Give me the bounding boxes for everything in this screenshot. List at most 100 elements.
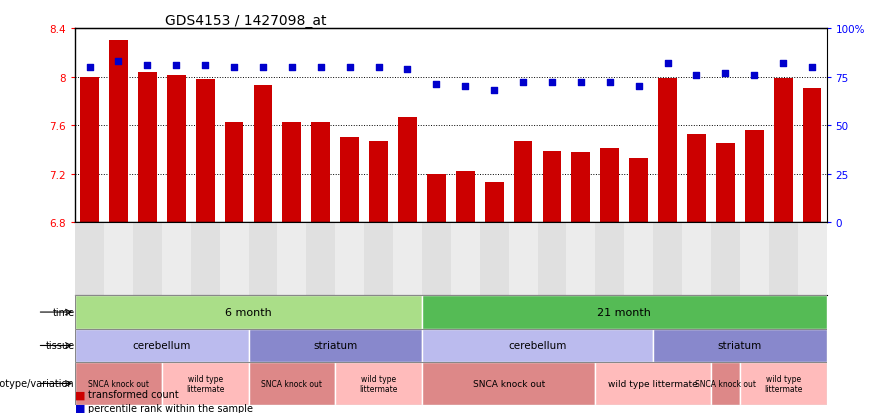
- Bar: [283, 122, 301, 223]
- Bar: [422, 362, 595, 405]
- Bar: [75, 329, 248, 362]
- Bar: [133, 223, 162, 296]
- Bar: [311, 122, 331, 223]
- Bar: [687, 134, 706, 223]
- Bar: [595, 362, 711, 405]
- Bar: [335, 362, 422, 405]
- Point: [141, 62, 155, 69]
- Point: [343, 64, 357, 71]
- Point: [690, 72, 704, 79]
- Bar: [659, 78, 677, 223]
- Bar: [75, 223, 104, 296]
- Bar: [451, 223, 480, 296]
- Bar: [75, 296, 422, 329]
- Point: [82, 64, 96, 71]
- Bar: [195, 80, 215, 223]
- Bar: [571, 152, 591, 223]
- Text: time: time: [52, 307, 74, 317]
- Bar: [797, 223, 827, 296]
- Point: [371, 64, 385, 71]
- Text: ■: ■: [75, 389, 86, 399]
- Point: [545, 80, 559, 87]
- Bar: [484, 183, 504, 223]
- Text: wild type littermate: wild type littermate: [608, 379, 698, 388]
- Bar: [595, 223, 624, 296]
- Bar: [109, 41, 128, 223]
- Bar: [803, 88, 821, 223]
- Text: SNCA knock out: SNCA knock out: [695, 379, 756, 388]
- Text: tissue: tissue: [45, 341, 74, 351]
- Text: 6 month: 6 month: [225, 307, 272, 317]
- Text: GDS4153 / 1427098_at: GDS4153 / 1427098_at: [165, 14, 327, 28]
- Point: [516, 80, 530, 87]
- Text: genotype/variation: genotype/variation: [0, 379, 74, 389]
- Point: [285, 64, 299, 71]
- Point: [487, 88, 501, 94]
- Text: transformed count: transformed count: [88, 389, 179, 399]
- Bar: [162, 362, 248, 405]
- Bar: [219, 223, 248, 296]
- Point: [660, 61, 674, 67]
- Text: cerebellum: cerebellum: [133, 341, 191, 351]
- Bar: [769, 223, 797, 296]
- Bar: [514, 142, 532, 223]
- Bar: [340, 138, 359, 223]
- Bar: [543, 151, 561, 223]
- Text: wild type
littermate: wild type littermate: [186, 374, 225, 393]
- Bar: [248, 362, 335, 405]
- Bar: [248, 329, 422, 362]
- Point: [747, 72, 761, 79]
- Text: SNCA knock out: SNCA knock out: [262, 379, 323, 388]
- Bar: [774, 78, 793, 223]
- Point: [458, 84, 472, 90]
- Bar: [480, 223, 508, 296]
- Bar: [600, 149, 619, 223]
- Point: [574, 80, 588, 87]
- Bar: [422, 223, 451, 296]
- Text: striatum: striatum: [718, 341, 762, 351]
- Point: [198, 62, 212, 69]
- Point: [256, 64, 271, 71]
- Text: striatum: striatum: [313, 341, 357, 351]
- Bar: [167, 76, 186, 223]
- Bar: [629, 159, 648, 223]
- Point: [111, 59, 126, 65]
- Bar: [364, 223, 393, 296]
- Bar: [745, 131, 764, 223]
- Bar: [191, 223, 219, 296]
- Point: [776, 61, 790, 67]
- Point: [314, 64, 328, 71]
- Point: [603, 80, 617, 87]
- Text: cerebellum: cerebellum: [508, 341, 567, 351]
- Bar: [624, 223, 653, 296]
- Bar: [278, 223, 307, 296]
- Bar: [80, 77, 99, 223]
- Point: [805, 64, 819, 71]
- Bar: [653, 223, 682, 296]
- Bar: [422, 329, 653, 362]
- Point: [632, 84, 646, 90]
- Bar: [248, 223, 278, 296]
- Point: [719, 70, 733, 77]
- Text: SNCA knock out: SNCA knock out: [473, 379, 545, 388]
- Bar: [162, 223, 191, 296]
- Point: [400, 66, 415, 73]
- Bar: [653, 329, 827, 362]
- Bar: [335, 223, 364, 296]
- Bar: [398, 117, 417, 223]
- Point: [227, 64, 241, 71]
- Bar: [711, 223, 740, 296]
- Bar: [682, 223, 711, 296]
- Bar: [567, 223, 595, 296]
- Bar: [307, 223, 335, 296]
- Text: ■: ■: [75, 403, 86, 413]
- Bar: [393, 223, 422, 296]
- Bar: [427, 174, 446, 223]
- Bar: [254, 86, 272, 223]
- Bar: [716, 144, 735, 223]
- Bar: [508, 223, 537, 296]
- Text: percentile rank within the sample: percentile rank within the sample: [88, 403, 254, 413]
- Bar: [104, 223, 133, 296]
- Bar: [75, 362, 162, 405]
- Point: [430, 82, 444, 88]
